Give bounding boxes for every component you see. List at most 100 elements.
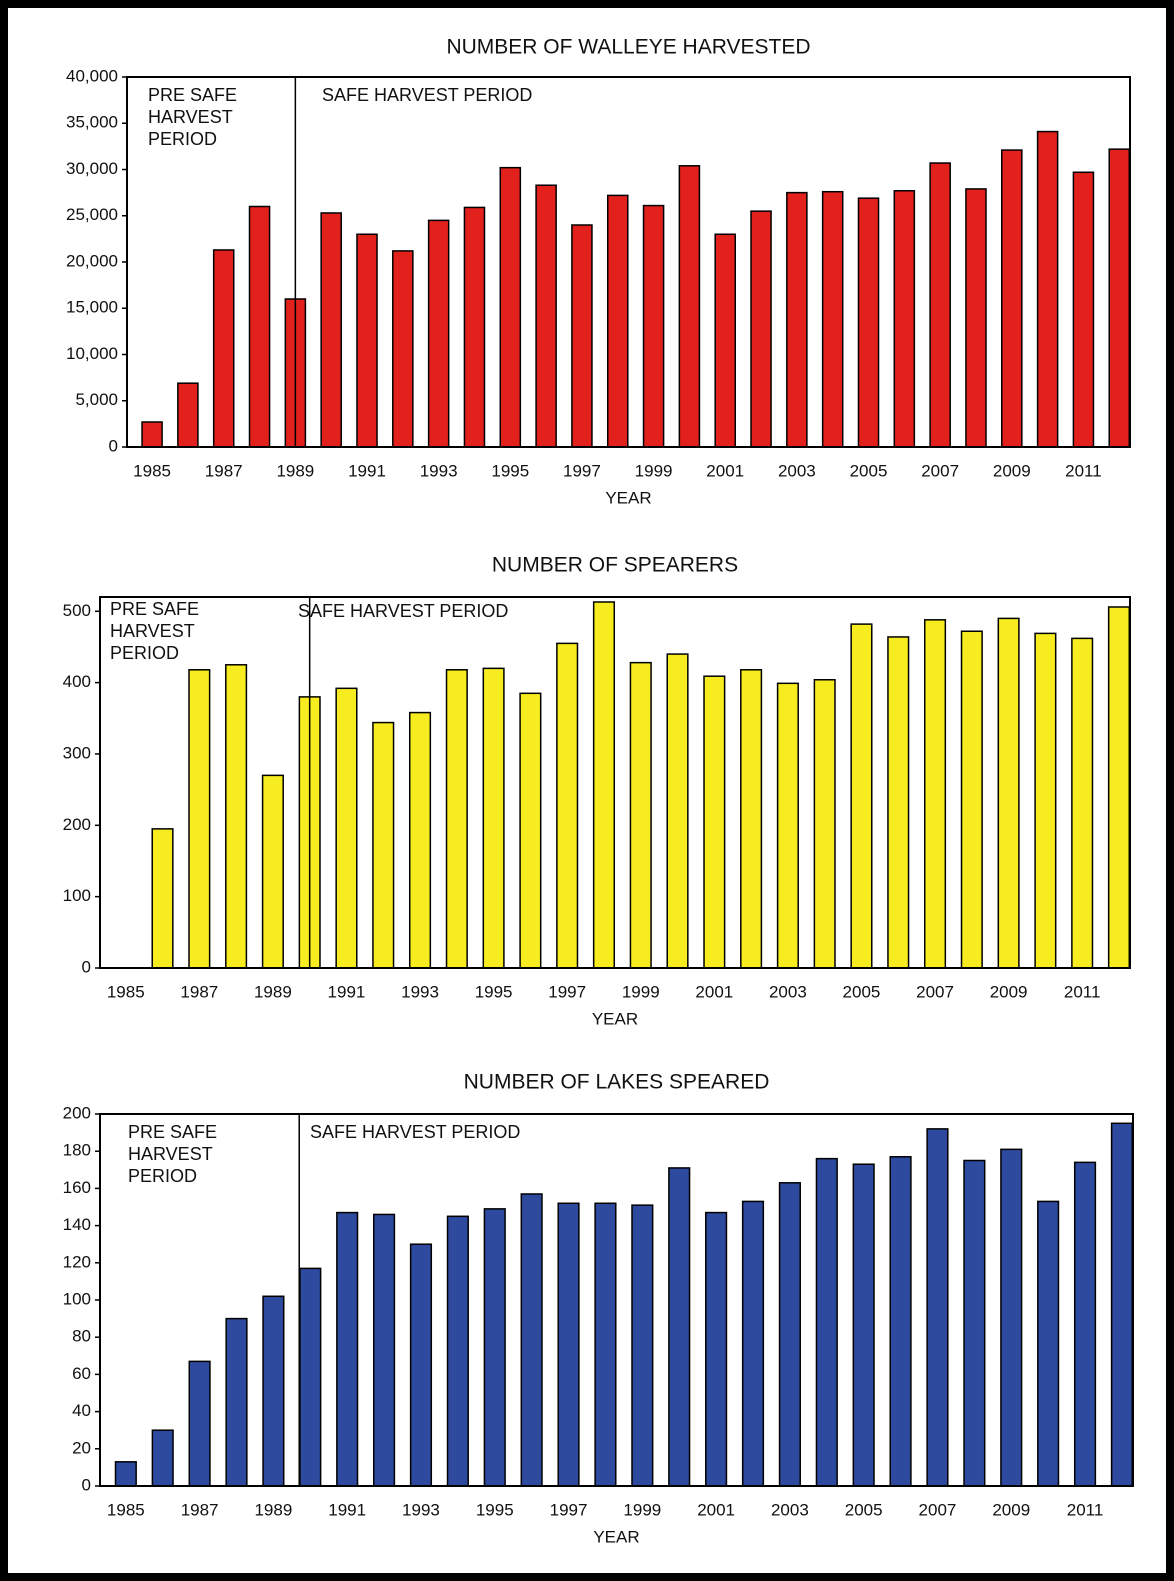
x-tick-label: 1997 bbox=[548, 982, 586, 1001]
x-tick-label: 2007 bbox=[921, 461, 959, 480]
annotation: HARVEST bbox=[110, 621, 195, 641]
y-tick-label: 160 bbox=[63, 1178, 91, 1197]
annotation: SAFE HARVEST PERIOD bbox=[322, 85, 532, 105]
bar bbox=[786, 191, 808, 448]
bar bbox=[408, 711, 432, 969]
x-tick-label: 1989 bbox=[254, 1500, 292, 1519]
x-tick-label: 1997 bbox=[563, 461, 601, 480]
bar bbox=[776, 682, 799, 969]
x-tick-label: 1987 bbox=[180, 982, 218, 1001]
bar bbox=[114, 1461, 137, 1487]
bar bbox=[750, 210, 772, 448]
x-axis-label: YEAR bbox=[605, 488, 651, 507]
y-tick-label: 5,000 bbox=[75, 390, 118, 409]
bar bbox=[668, 1167, 691, 1487]
x-tick-label: 1997 bbox=[550, 1500, 588, 1519]
annotation: SAFE HARVEST PERIOD bbox=[310, 1122, 520, 1142]
bar bbox=[1036, 130, 1059, 448]
bar bbox=[923, 619, 947, 969]
annotation: PERIOD bbox=[128, 1166, 197, 1186]
x-tick-label: 2009 bbox=[993, 461, 1031, 480]
x-axis-label: YEAR bbox=[593, 1527, 639, 1546]
x-tick-label: 1985 bbox=[107, 1500, 145, 1519]
bar bbox=[141, 421, 163, 448]
bar bbox=[356, 233, 378, 448]
bar bbox=[857, 197, 880, 448]
bar bbox=[963, 1159, 986, 1487]
bar bbox=[320, 212, 342, 448]
bar bbox=[594, 1202, 617, 1487]
x-tick-label: 1987 bbox=[205, 461, 243, 480]
x-tick-label: 1989 bbox=[276, 461, 314, 480]
x-tick-label: 1993 bbox=[420, 461, 458, 480]
x-tick-label: 2007 bbox=[919, 1500, 957, 1519]
bar bbox=[815, 1157, 838, 1487]
y-tick-label: 0 bbox=[109, 436, 118, 455]
bar bbox=[499, 166, 522, 448]
bar bbox=[887, 636, 910, 969]
bar bbox=[629, 661, 652, 969]
y-tick-label: 35,000 bbox=[66, 113, 118, 132]
bar bbox=[188, 1360, 211, 1487]
bar bbox=[225, 664, 248, 969]
bar bbox=[1108, 148, 1131, 448]
y-tick-label: 20 bbox=[72, 1438, 91, 1457]
x-tick-label: 1993 bbox=[401, 982, 439, 1001]
bar bbox=[520, 1193, 543, 1487]
y-tick-label: 200 bbox=[63, 815, 91, 834]
bar bbox=[483, 1208, 506, 1487]
annotation: PERIOD bbox=[148, 129, 217, 149]
bar bbox=[1000, 1148, 1023, 1487]
bar bbox=[336, 1211, 359, 1487]
bar bbox=[151, 1429, 174, 1487]
y-tick-label: 500 bbox=[63, 601, 91, 620]
chart-title: NUMBER OF LAKES SPEARED bbox=[464, 1071, 770, 1094]
bar bbox=[592, 601, 616, 969]
x-tick-label: 2001 bbox=[697, 1500, 735, 1519]
annotation: HARVEST bbox=[148, 107, 233, 127]
bar bbox=[965, 188, 987, 448]
bar bbox=[427, 219, 450, 448]
bar bbox=[535, 184, 557, 448]
plot-frame bbox=[99, 1113, 1134, 1487]
plot-frame bbox=[99, 596, 1131, 969]
bar bbox=[1037, 1200, 1060, 1487]
x-tick-label: 2005 bbox=[843, 982, 881, 1001]
bar bbox=[188, 669, 211, 969]
x-tick-label: 2005 bbox=[850, 461, 888, 480]
bar bbox=[703, 675, 726, 969]
x-tick-label: 1991 bbox=[328, 982, 366, 1001]
y-tick-label: 10,000 bbox=[66, 344, 118, 363]
bar bbox=[1110, 1122, 1134, 1487]
bar bbox=[335, 687, 358, 969]
bar bbox=[821, 190, 844, 448]
bar bbox=[262, 1295, 285, 1487]
x-tick-label: 1991 bbox=[348, 461, 386, 480]
y-tick-label: 100 bbox=[63, 886, 91, 905]
y-tick-label: 60 bbox=[72, 1364, 91, 1383]
bar bbox=[248, 205, 271, 448]
bar bbox=[225, 1317, 248, 1487]
annotation: PERIOD bbox=[110, 643, 179, 663]
bar bbox=[705, 1211, 728, 1487]
annotation: PRE SAFE bbox=[110, 599, 199, 619]
bar bbox=[392, 250, 414, 448]
y-tick-label: 15,000 bbox=[66, 298, 118, 317]
annotation: SAFE HARVEST PERIOD bbox=[298, 601, 508, 621]
bar bbox=[519, 692, 542, 969]
y-tick-label: 300 bbox=[63, 743, 91, 762]
y-tick-label: 40 bbox=[72, 1401, 91, 1420]
bar bbox=[889, 1156, 912, 1487]
bar bbox=[446, 1215, 469, 1487]
bar bbox=[571, 224, 593, 448]
annotation: HARVEST bbox=[128, 1144, 213, 1164]
x-tick-label: 1991 bbox=[328, 1500, 366, 1519]
annotation: PRE SAFE bbox=[128, 1122, 217, 1142]
bar bbox=[778, 1182, 801, 1487]
x-tick-label: 1987 bbox=[181, 1500, 219, 1519]
bar bbox=[741, 1200, 765, 1487]
bar bbox=[893, 190, 916, 448]
x-tick-label: 1999 bbox=[635, 461, 673, 480]
